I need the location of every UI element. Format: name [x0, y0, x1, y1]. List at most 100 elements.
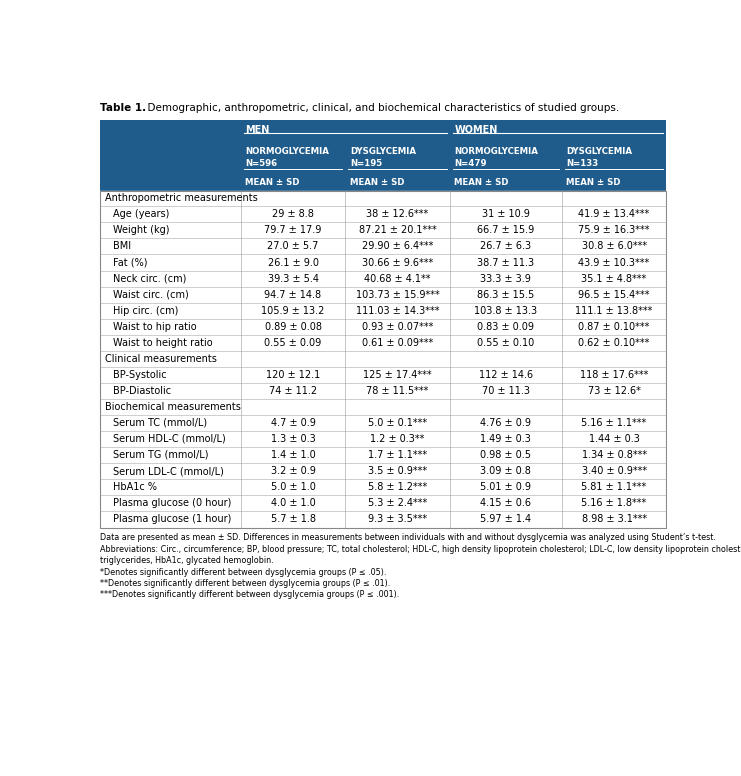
Text: 0.55 ± 0.10: 0.55 ± 0.10	[477, 338, 534, 348]
Text: 103.73 ± 15.9***: 103.73 ± 15.9***	[356, 289, 439, 300]
Text: 1.4 ± 1.0: 1.4 ± 1.0	[270, 450, 316, 460]
Text: 5.81 ± 1.1***: 5.81 ± 1.1***	[582, 482, 647, 492]
Text: Biochemical measurements: Biochemical measurements	[104, 402, 241, 412]
Text: 5.0 ± 0.1***: 5.0 ± 0.1***	[368, 417, 427, 428]
Text: Fat (%): Fat (%)	[113, 258, 147, 268]
Text: 40.68 ± 4.1**: 40.68 ± 4.1**	[365, 274, 431, 284]
Text: 0.89 ± 0.08: 0.89 ± 0.08	[265, 322, 322, 332]
Text: 74 ± 11.2: 74 ± 11.2	[269, 386, 317, 396]
Bar	[100, 143, 666, 174]
Text: 3.2 ± 0.9: 3.2 ± 0.9	[270, 466, 316, 476]
Text: 33.3 ± 3.9: 33.3 ± 3.9	[480, 274, 531, 284]
Text: 3.09 ± 0.8: 3.09 ± 0.8	[480, 466, 531, 476]
Text: 1.44 ± 0.3: 1.44 ± 0.3	[588, 434, 639, 444]
Text: 5.8 ± 1.2***: 5.8 ± 1.2***	[368, 482, 428, 492]
Text: DYSGLYCEMIA
N=195: DYSGLYCEMIA N=195	[350, 147, 416, 168]
Text: Plasma glucose (1 hour): Plasma glucose (1 hour)	[113, 514, 231, 525]
Text: 0.55 ± 0.09: 0.55 ± 0.09	[265, 338, 322, 348]
Text: 0.83 ± 0.09: 0.83 ± 0.09	[477, 322, 534, 332]
Text: *Denotes significantly different between dysglycemia groups (P ≤ .05).: *Denotes significantly different between…	[100, 567, 387, 577]
Text: 38 ± 12.6***: 38 ± 12.6***	[367, 209, 429, 219]
Text: DYSGLYCEMIA
N=133: DYSGLYCEMIA N=133	[566, 147, 632, 168]
Text: 75.9 ± 16.3***: 75.9 ± 16.3***	[578, 225, 650, 235]
Text: 26.7 ± 6.3: 26.7 ± 6.3	[480, 241, 531, 251]
Text: 0.62 ± 0.10***: 0.62 ± 0.10***	[579, 338, 650, 348]
Text: 105.9 ± 13.2: 105.9 ± 13.2	[262, 306, 325, 316]
Bar	[100, 174, 666, 191]
Text: 4.15 ± 0.6: 4.15 ± 0.6	[480, 498, 531, 508]
Text: MEAN ± SD: MEAN ± SD	[566, 178, 621, 187]
Bar	[100, 479, 666, 495]
Text: 1.3 ± 0.3: 1.3 ± 0.3	[270, 434, 316, 444]
Text: 39.3 ± 5.4: 39.3 ± 5.4	[268, 274, 319, 284]
Text: 111.03 ± 14.3***: 111.03 ± 14.3***	[356, 306, 439, 316]
Text: 0.61 ± 0.09***: 0.61 ± 0.09***	[362, 338, 433, 348]
Bar	[100, 367, 666, 383]
Bar	[100, 238, 666, 255]
Text: 0.87 ± 0.10***: 0.87 ± 0.10***	[579, 322, 650, 332]
Text: 30.8 ± 6.0***: 30.8 ± 6.0***	[582, 241, 647, 251]
Text: Data are presented as mean ± SD. Differences in measurements between individuals: Data are presented as mean ± SD. Differe…	[100, 533, 716, 542]
Text: Serum LDL-C (mmol/L): Serum LDL-C (mmol/L)	[113, 466, 224, 476]
Text: 78 ± 11.5***: 78 ± 11.5***	[366, 386, 429, 396]
Text: 112 ± 14.6: 112 ± 14.6	[479, 370, 533, 379]
Text: MEAN ± SD: MEAN ± SD	[245, 178, 300, 187]
Text: 9.3 ± 3.5***: 9.3 ± 3.5***	[368, 514, 427, 525]
Text: 111.1 ± 13.8***: 111.1 ± 13.8***	[575, 306, 653, 316]
Text: Waist to height ratio: Waist to height ratio	[113, 338, 213, 348]
Text: 29.90 ± 6.4***: 29.90 ± 6.4***	[362, 241, 433, 251]
Text: 30.66 ± 9.6***: 30.66 ± 9.6***	[362, 258, 433, 268]
Text: Weight (kg): Weight (kg)	[113, 225, 169, 235]
Text: 5.01 ± 0.9: 5.01 ± 0.9	[480, 482, 531, 492]
Bar	[100, 222, 666, 238]
Bar	[100, 303, 666, 319]
Text: 4.7 ± 0.9: 4.7 ± 0.9	[270, 417, 316, 428]
Bar	[100, 319, 666, 335]
Text: MEN: MEN	[245, 126, 270, 135]
Text: WOMEN: WOMEN	[454, 126, 498, 135]
Bar	[100, 271, 666, 286]
Text: 118 ± 17.6***: 118 ± 17.6***	[580, 370, 648, 379]
Bar	[100, 255, 666, 271]
Text: Hip circ. (cm): Hip circ. (cm)	[113, 306, 178, 316]
Text: 31 ± 10.9: 31 ± 10.9	[482, 209, 530, 219]
Text: Age (years): Age (years)	[113, 209, 169, 219]
Bar	[100, 191, 666, 206]
Bar	[100, 495, 666, 511]
Text: Table 1.: Table 1.	[100, 103, 146, 113]
Bar	[100, 463, 666, 479]
Text: 1.34 ± 0.8***: 1.34 ± 0.8***	[582, 450, 647, 460]
Text: 94.7 ± 14.8: 94.7 ± 14.8	[265, 289, 322, 300]
Text: Abbreviations: Circ., circumference; BP, blood pressure; TC, total cholesterol; : Abbreviations: Circ., circumference; BP,…	[100, 545, 741, 554]
Text: 1.7 ± 1.1***: 1.7 ± 1.1***	[368, 450, 427, 460]
Bar	[100, 191, 666, 528]
Text: 38.7 ± 11.3: 38.7 ± 11.3	[477, 258, 534, 268]
Text: Serum TC (mmol/L): Serum TC (mmol/L)	[113, 417, 207, 428]
Text: 8.98 ± 3.1***: 8.98 ± 3.1***	[582, 514, 647, 525]
Text: 1.2 ± 0.3**: 1.2 ± 0.3**	[370, 434, 425, 444]
Text: Waist to hip ratio: Waist to hip ratio	[113, 322, 196, 332]
Text: 5.16 ± 1.8***: 5.16 ± 1.8***	[582, 498, 647, 508]
Text: 86.3 ± 15.5: 86.3 ± 15.5	[477, 289, 534, 300]
Text: Waist circ. (cm): Waist circ. (cm)	[113, 289, 188, 300]
Text: BMI: BMI	[113, 241, 131, 251]
Bar	[100, 511, 666, 528]
Text: Serum HDL-C (mmol/L): Serum HDL-C (mmol/L)	[113, 434, 225, 444]
Text: 5.3 ± 2.4***: 5.3 ± 2.4***	[368, 498, 428, 508]
Text: 35.1 ± 4.8***: 35.1 ± 4.8***	[582, 274, 647, 284]
Bar	[100, 352, 666, 367]
Bar	[100, 335, 666, 352]
Text: 41.9 ± 13.4***: 41.9 ± 13.4***	[579, 209, 650, 219]
Text: triglycerides, HbA1c, glycated hemoglobin.: triglycerides, HbA1c, glycated hemoglobi…	[100, 556, 273, 565]
Text: Clinical measurements: Clinical measurements	[104, 354, 216, 364]
Text: MEAN ± SD: MEAN ± SD	[454, 178, 509, 187]
Bar	[100, 399, 666, 414]
Text: ***Denotes significantly different between dysglycemia groups (P ≤ .001).: ***Denotes significantly different betwe…	[100, 591, 399, 599]
Text: 66.7 ± 15.9: 66.7 ± 15.9	[477, 225, 534, 235]
Text: 29 ± 8.8: 29 ± 8.8	[272, 209, 314, 219]
Text: 87.21 ± 20.1***: 87.21 ± 20.1***	[359, 225, 436, 235]
Text: 5.0 ± 1.0: 5.0 ± 1.0	[270, 482, 316, 492]
Text: 27.0 ± 5.7: 27.0 ± 5.7	[268, 241, 319, 251]
Bar	[100, 431, 666, 447]
Text: 70 ± 11.3: 70 ± 11.3	[482, 386, 530, 396]
